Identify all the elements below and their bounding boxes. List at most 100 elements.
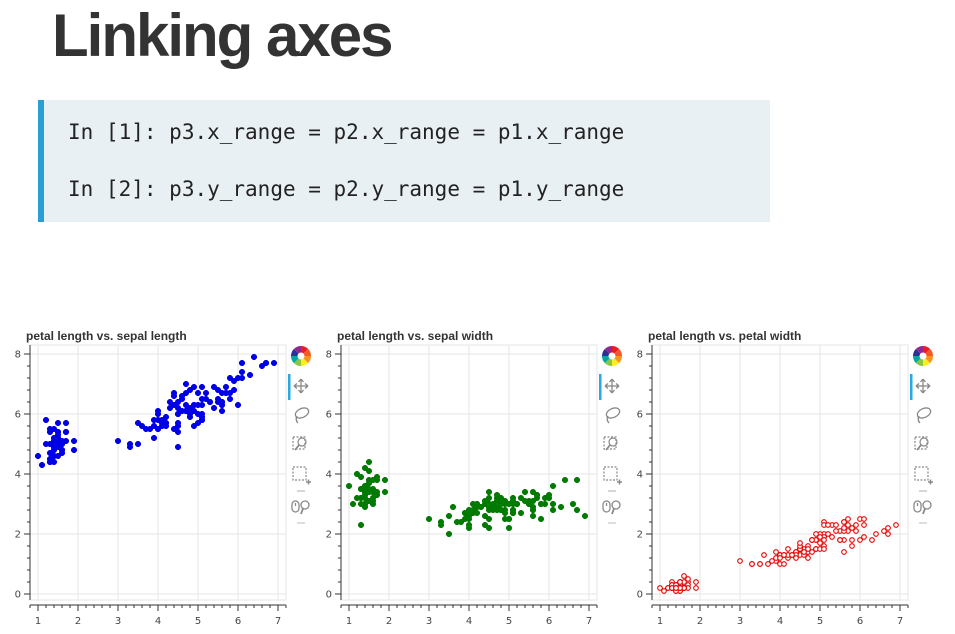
data-point xyxy=(142,425,150,433)
code-line-2: In [2]: p3.y_range = p2.y_range = p1.y_r… xyxy=(68,177,624,201)
box-select-icon[interactable] xyxy=(914,466,933,492)
lasso-select-icon[interactable] xyxy=(294,406,310,424)
data-point xyxy=(509,500,517,508)
data-point xyxy=(845,516,851,522)
data-point xyxy=(162,413,170,421)
box-zoom-icon[interactable] xyxy=(292,436,307,451)
active-tool-indicator xyxy=(910,374,913,400)
x-tick-label: 6 xyxy=(546,616,552,627)
x-tick-label: 1 xyxy=(657,616,663,627)
data-point xyxy=(70,437,78,445)
bokeh-logo-icon[interactable] xyxy=(291,346,311,366)
data-point xyxy=(789,552,795,558)
box-zoom-icon[interactable] xyxy=(603,436,618,451)
data-point xyxy=(821,546,827,552)
lasso-select-icon[interactable] xyxy=(605,406,621,424)
data-point xyxy=(549,500,557,508)
data-point xyxy=(489,500,497,508)
scatter-plot-3[interactable]: 1 2 3 4 5 6 7 0 2 4 6 8 xyxy=(637,344,909,627)
data-point xyxy=(34,452,42,460)
data-point xyxy=(150,422,158,430)
data-point xyxy=(505,524,513,532)
data-point xyxy=(166,404,174,412)
data-point xyxy=(761,552,767,558)
lasso-select-icon[interactable] xyxy=(916,406,932,424)
data-point xyxy=(182,380,190,388)
data-point xyxy=(198,383,206,391)
data-point xyxy=(381,476,389,484)
pan-icon[interactable] xyxy=(915,378,931,394)
box-select-icon[interactable] xyxy=(292,466,311,492)
data-point xyxy=(781,561,787,567)
code-line-1: In [1]: p3.x_range = p2.x_range = p1.x_r… xyxy=(68,120,624,144)
x-tick-label: 7 xyxy=(897,616,903,627)
data-point xyxy=(198,413,206,421)
data-point xyxy=(861,522,867,528)
data-point xyxy=(573,476,581,484)
data-point xyxy=(361,500,369,508)
data-point xyxy=(182,401,190,409)
data-point xyxy=(222,389,230,397)
data-point xyxy=(230,386,238,394)
data-point xyxy=(46,425,54,433)
wheel-zoom-icon[interactable] xyxy=(913,500,932,524)
data-point xyxy=(134,440,142,448)
wheel-zoom-icon[interactable] xyxy=(291,500,310,524)
scatter-plot-1[interactable]: 1 2 3 4 5 6 7 0 2 4 6 8 xyxy=(15,344,287,627)
data-point xyxy=(881,528,887,534)
data-point xyxy=(529,488,537,496)
data-point xyxy=(533,491,541,499)
data-point xyxy=(194,410,202,418)
chart-title-1: petal length vs. sepal length xyxy=(26,329,187,343)
data-point xyxy=(549,482,557,490)
data-point xyxy=(801,549,807,555)
x-tick-label: 7 xyxy=(586,616,592,627)
x-tick-label: 4 xyxy=(777,616,783,627)
data-point xyxy=(154,425,162,433)
data-point xyxy=(537,515,545,523)
data-point xyxy=(465,512,473,520)
data-point xyxy=(361,482,369,490)
data-point xyxy=(206,398,214,406)
chart-title-2: petal length vs. sepal width xyxy=(337,329,494,343)
data-point xyxy=(50,446,58,454)
bokeh-logo-icon[interactable] xyxy=(602,346,622,366)
data-point xyxy=(194,389,202,397)
y-tick-label: 8 xyxy=(326,350,332,361)
data-point xyxy=(445,530,453,538)
data-point xyxy=(473,509,481,517)
data-point xyxy=(174,410,182,418)
data-point xyxy=(190,383,198,391)
y-tick-label: 6 xyxy=(15,410,21,421)
data-point xyxy=(841,525,847,531)
x-tick-label: 7 xyxy=(275,616,281,627)
code-block: In [1]: p3.x_range = p2.x_range = p1.x_r… xyxy=(38,100,770,222)
data-point xyxy=(549,506,557,514)
x-tick-label: 4 xyxy=(466,616,472,627)
data-point xyxy=(809,537,815,543)
code-text: p3.x_range = p2.x_range = p1.x_range xyxy=(169,120,625,144)
data-point xyxy=(857,537,863,543)
data-point xyxy=(202,389,210,397)
wheel-zoom-icon[interactable] xyxy=(602,500,621,524)
pan-icon[interactable] xyxy=(604,378,620,394)
bokeh-logo-icon[interactable] xyxy=(913,346,933,366)
pan-icon[interactable] xyxy=(293,378,309,394)
scatter-plot-2[interactable]: 1 2 3 4 5 6 7 0 2 4 6 8 xyxy=(326,344,598,627)
data-point xyxy=(497,506,505,514)
y-tick-label: 8 xyxy=(15,350,21,361)
data-point xyxy=(425,515,433,523)
data-point xyxy=(485,494,493,502)
data-point xyxy=(262,359,270,367)
data-point xyxy=(829,534,835,540)
data-series xyxy=(34,353,278,469)
x-tick-label: 2 xyxy=(75,616,81,627)
box-select-icon[interactable] xyxy=(603,466,622,492)
data-point xyxy=(453,518,461,526)
data-point xyxy=(825,522,831,528)
data-point xyxy=(373,491,381,499)
data-point xyxy=(573,506,581,514)
x-tick-label: 6 xyxy=(235,616,241,627)
box-zoom-icon[interactable] xyxy=(914,436,929,451)
x-tick-label: 5 xyxy=(817,616,823,627)
